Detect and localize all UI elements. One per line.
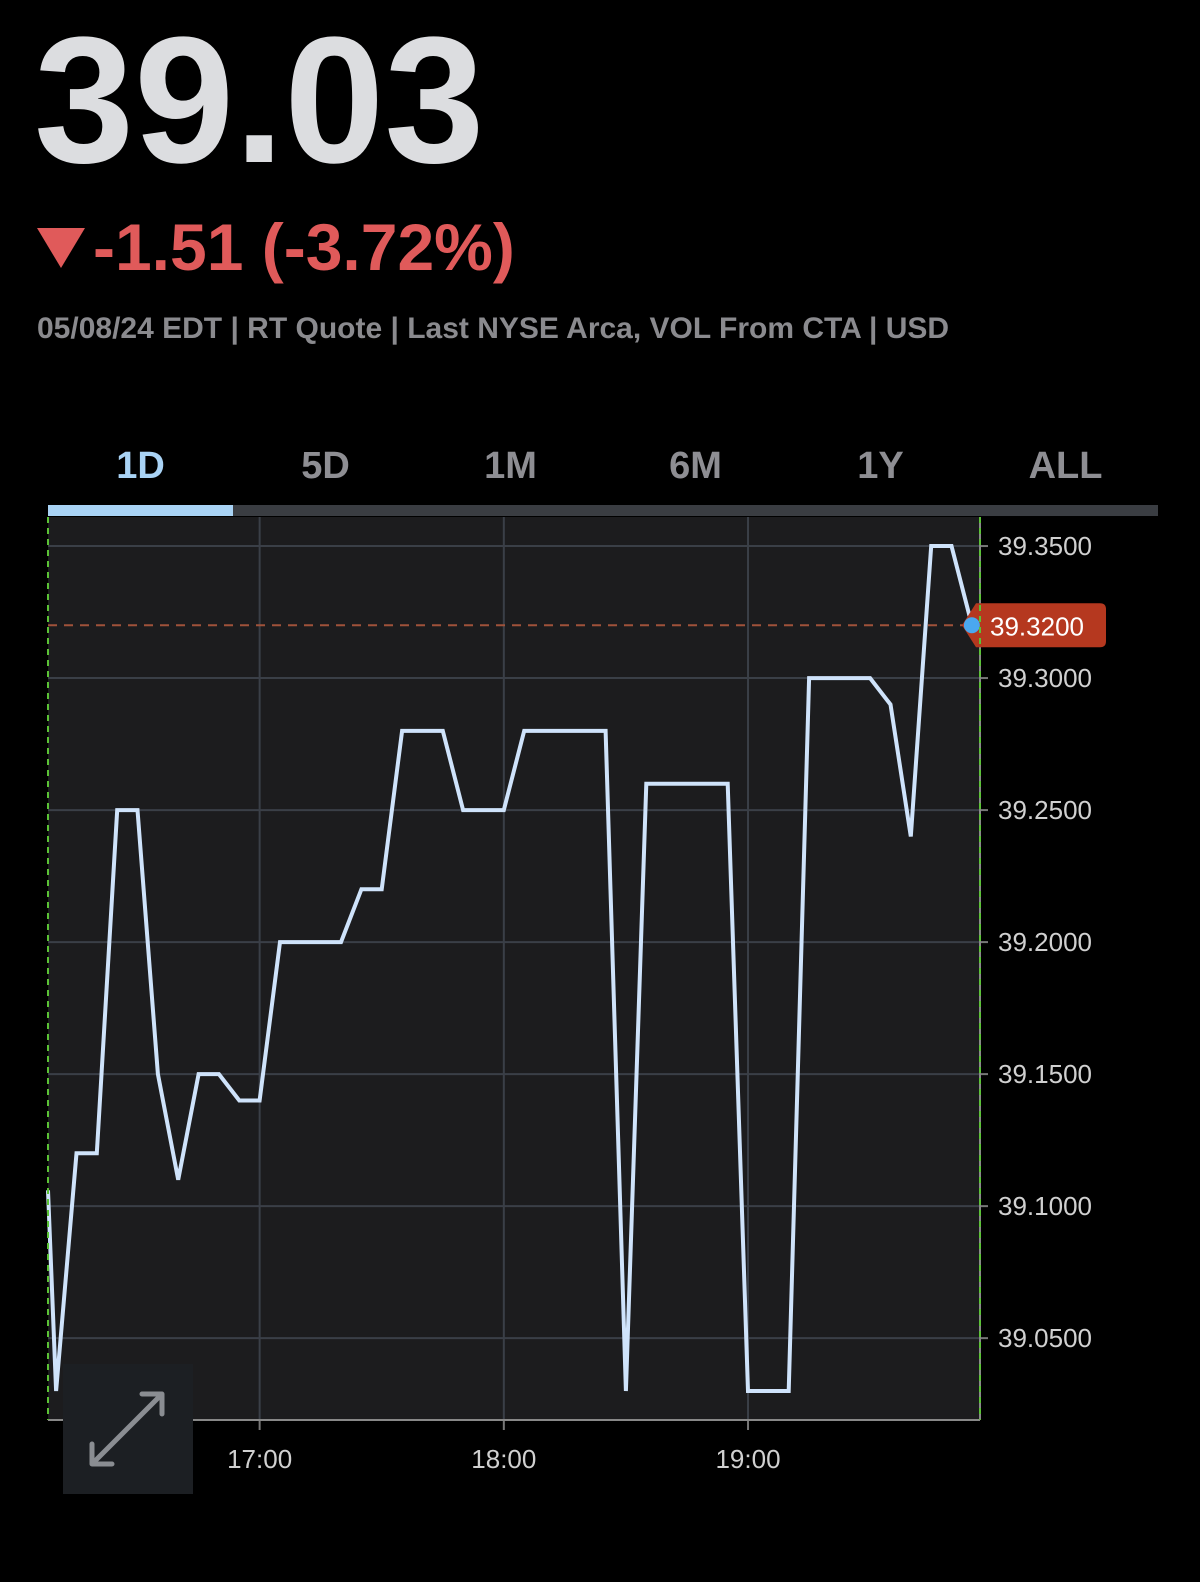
last-point [963,617,980,634]
last-price-tag [962,603,1106,648]
active-tab-indicator [48,505,233,516]
y-tick-label: 39.2000 [998,927,1092,957]
y-tick-label: 39.3500 [998,531,1092,561]
y-tick-label: 39.2500 [998,795,1092,825]
down-arrow [37,228,85,268]
x-tick-label: 17:00 [227,1444,292,1474]
tab[interactable]: 1D [116,445,165,487]
plot-area [48,517,980,1420]
expand-icon[interactable] [89,1391,165,1467]
tab[interactable]: ALL [1029,445,1103,487]
tab[interactable]: 1M [484,445,537,487]
price-change: -1.51 (-3.72%) [93,210,515,284]
tab-track [48,505,1158,516]
x-tick-label: 18:00 [471,1444,536,1474]
price: 39.03 [34,0,484,201]
x-tick-label: 19:00 [715,1444,780,1474]
chart: 39.0500 39.1000 39.1500 39.2000 39.2500 39.30… [46,517,1106,1474]
y-tick-label: 39.0500 [998,1323,1092,1353]
tab[interactable]: 5D [301,445,350,487]
price-line [46,544,974,1393]
quote-meta: 05/08/24 EDT | RT Quote | Last NYSE Arca… [37,312,949,345]
y-tick-label: 39.1500 [998,1059,1092,1089]
last-price-label: 39.3200 [990,611,1084,641]
tab[interactable]: 6M [669,445,722,487]
y-tick-label: 39.1000 [998,1191,1092,1221]
y-tick-label: 39.3000 [998,663,1092,693]
tab[interactable]: 1Y [857,445,903,487]
expand-button[interactable] [63,1364,193,1494]
